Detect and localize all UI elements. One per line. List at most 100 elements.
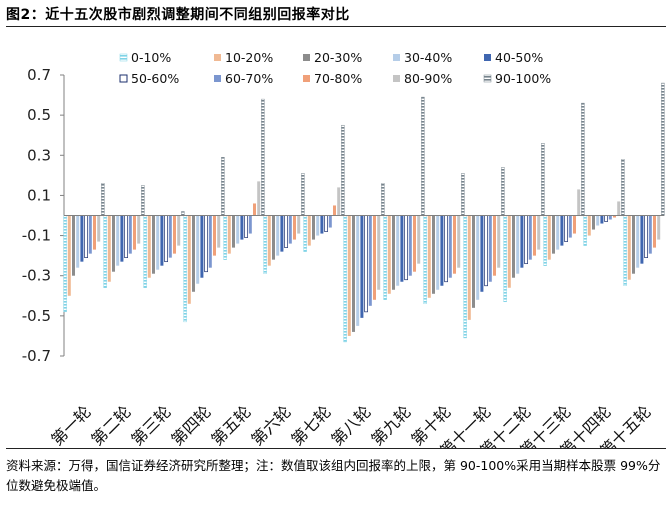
bar [640,215,644,264]
bar [592,215,595,230]
bar [596,215,600,226]
bar [183,215,187,323]
bar [301,173,305,216]
y-tick-label: -0.5 [22,307,51,325]
legend-label: 60-70% [225,71,273,86]
bar [303,215,307,252]
bar [556,215,560,250]
bar [581,102,585,216]
bar [208,215,212,268]
x-tick-label: 第三轮 [127,402,174,448]
bar [324,215,328,232]
bar [253,203,256,216]
bar [408,215,412,276]
legend-label: 70-80% [314,71,362,86]
bar [328,215,332,228]
bar [307,215,311,246]
bar [520,215,524,268]
bar [67,215,71,296]
bar [617,201,621,216]
bar [621,159,625,216]
bar [583,215,587,246]
legend-label: 90-100% [495,71,551,86]
bar [604,215,608,222]
bar [227,215,231,254]
legend-swatch [303,75,310,82]
legend-swatch [214,54,221,61]
title-rule [6,26,666,27]
bar [244,215,248,238]
bar [484,215,488,287]
bar [280,215,284,252]
bar [587,215,591,236]
x-tick-label: 第五轮 [207,402,254,448]
bar [392,215,395,290]
bar [196,215,200,284]
bar [507,215,511,288]
bar [316,215,320,236]
bar [387,215,391,294]
bar [192,215,195,292]
bar [383,215,387,301]
bar [627,215,631,280]
bar [173,215,176,254]
x-tick-label: 第八轮 [327,402,374,448]
bar [648,215,652,254]
bar [453,215,456,274]
bar [221,157,225,216]
bar [423,215,427,305]
legend-label: 20-30% [314,50,362,65]
bar [297,215,301,234]
bar [436,215,440,290]
y-tick-label: 0.7 [27,66,51,84]
y-tick-label: -0.3 [22,267,51,285]
bar [368,215,372,306]
x-tick-label: 第一轮 [47,402,94,448]
bar [472,215,475,308]
legend-swatch [119,53,128,62]
bar [267,215,271,266]
bar [272,215,275,260]
bar [84,215,88,259]
bar [543,215,547,266]
bar [160,215,164,266]
bar [261,98,265,216]
bar [337,187,341,216]
bar [343,215,347,343]
bar [476,215,480,300]
legend-label: 30-40% [404,50,452,65]
legend-label: 50-60% [131,71,179,86]
bar [320,215,324,234]
bar [381,183,385,216]
bar [600,215,604,224]
legend-swatch [483,74,492,83]
bar [93,215,96,250]
bar [101,183,105,216]
bar [537,215,541,250]
bar [364,215,368,313]
bar [341,124,345,216]
bar [137,215,141,244]
bar [107,215,111,282]
bar [653,215,656,248]
bar [657,215,661,240]
bar [164,215,168,263]
bar [168,215,172,258]
bar [444,215,448,283]
bar [248,215,252,234]
bar [613,215,616,218]
bar [152,215,155,274]
bar [524,215,528,265]
bar [223,215,227,260]
bar [240,215,244,240]
bar [352,215,355,332]
bar [373,215,376,300]
legend-swatch [303,54,310,61]
bar [141,185,145,216]
bar [288,215,292,244]
bar [143,215,147,288]
bar [347,215,351,336]
bar [560,215,564,246]
legend-swatch [393,75,400,82]
bar [333,205,336,216]
